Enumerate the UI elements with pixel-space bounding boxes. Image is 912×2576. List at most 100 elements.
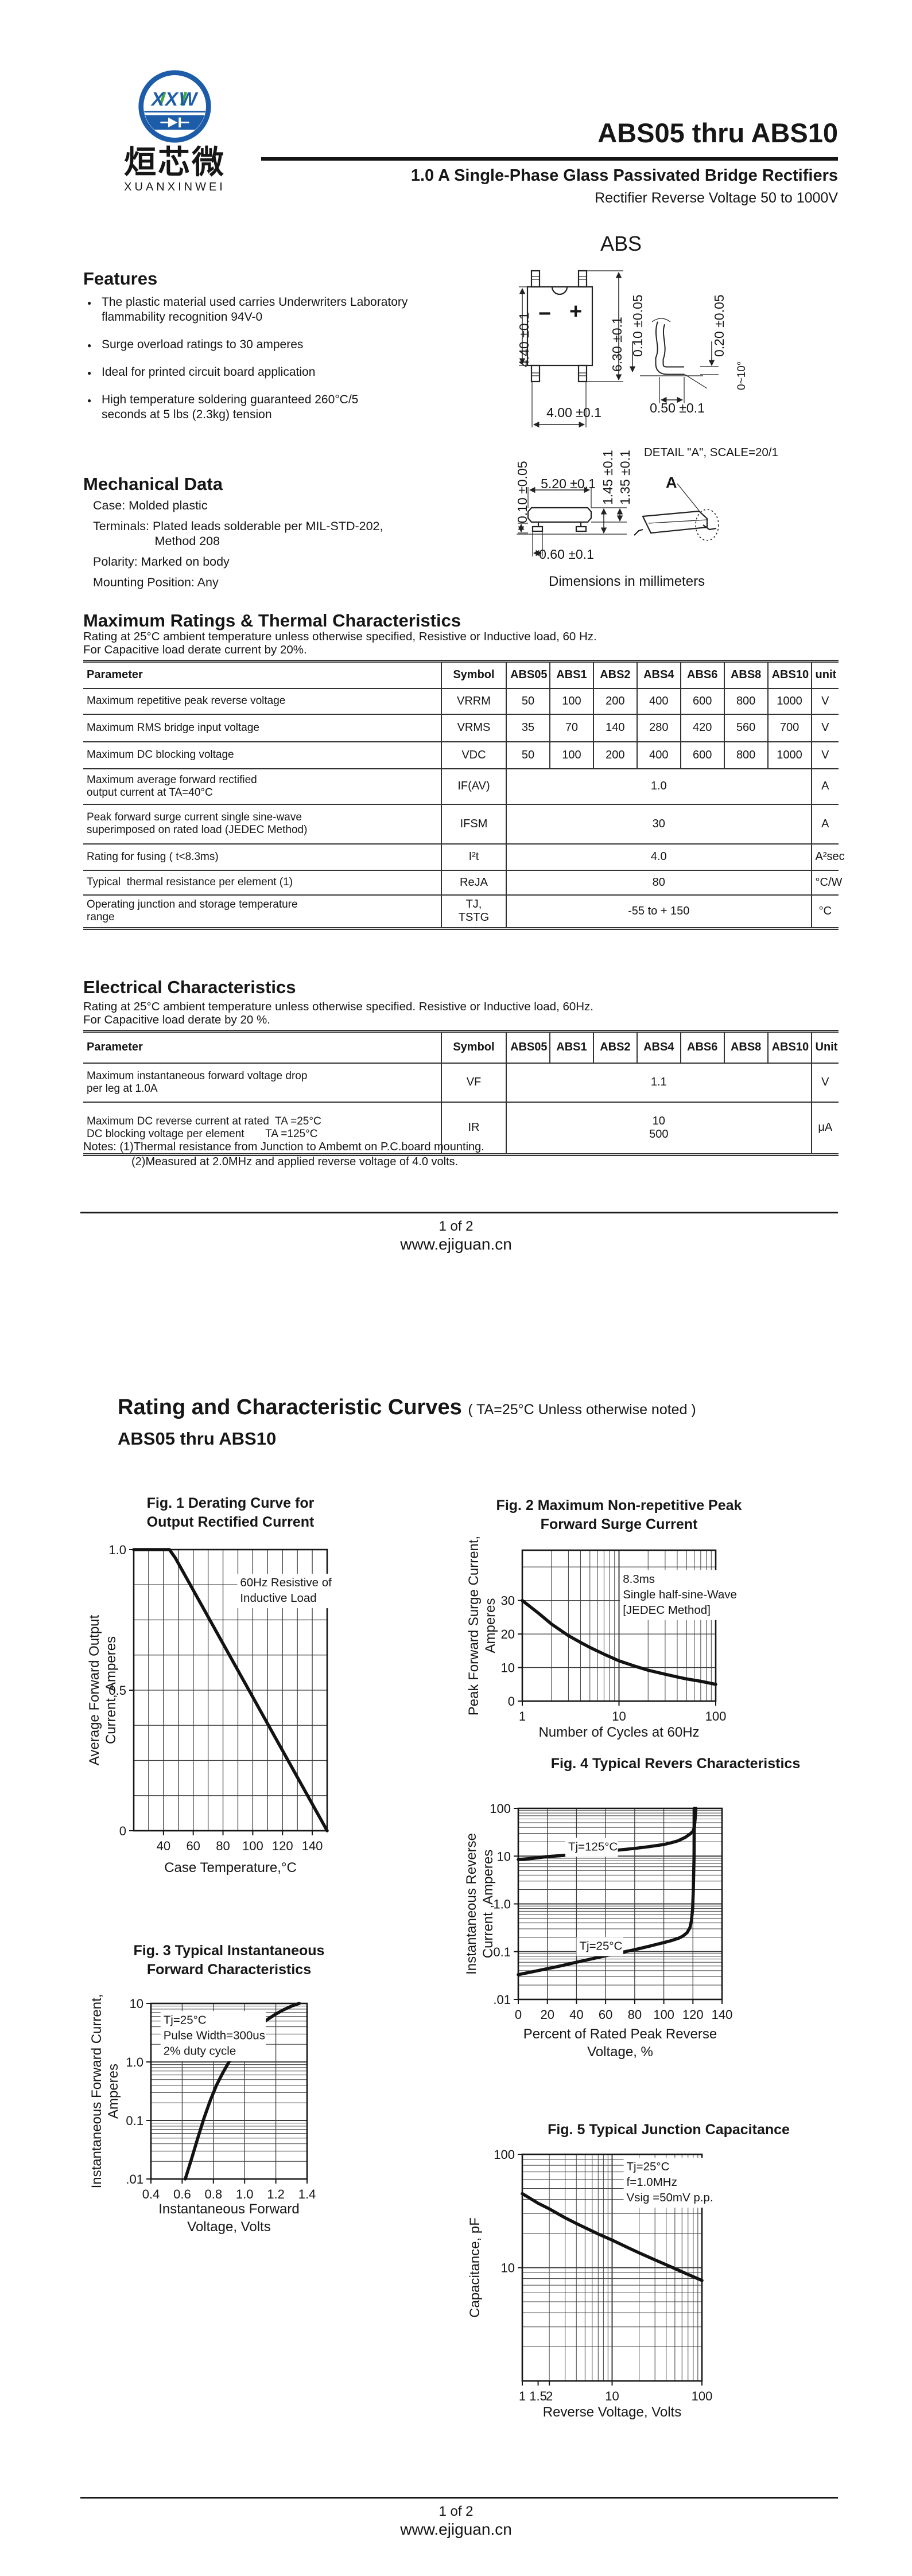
svg-text:0: 0 [119,1824,126,1838]
table-cell: °C [810,894,839,929]
ratings-table: Parameter Symbol ABS05 ABS1 ABS2 ABS4 ABS6 ABS8… [83,660,845,930]
footer-rule [80,2497,838,2499]
svg-text:Voltage, Volts: Voltage, Volts [187,2219,270,2235]
chart-canvas: 40 60 80 100 120 140 0 0.5 1.0 60Hz Resistive of I… [87,1495,343,1875]
footer-rule [80,1212,838,1213]
table-cell: Maximum DC reverse current at rated TA =… [83,1102,441,1155]
svg-text:120: 120 [682,2007,704,2022]
svg-text:1.2: 1.2 [267,2187,285,2201]
svg-text:.01: .01 [126,2172,143,2186]
table-cell: 1.0 [506,768,812,805]
table-cell: TJ, TSTG [440,894,507,929]
svg-text:Instantaneous Forward Current,: Instantaneous Forward Current, [89,1994,104,2189]
table-cell: IFSM [440,804,507,845]
ratings-note2: For Capacitive load derate current by 20… [83,643,307,656]
table-cell: 420 [680,714,724,742]
svg-text:Current, Amperes: Current, Amperes [103,1636,119,1744]
electrical-footnote-2: (2)Measured at 2.0MHz and applied revers… [131,1155,459,1168]
table-cell: 200 [592,741,637,769]
table-cell: I²t [440,843,507,871]
svg-text:Amperes: Amperes [483,1598,498,1653]
table-row: Rating for fusing ( t<8.3ms) I²t 4.0 A²sec [83,843,845,871]
svg-text:0.1: 0.1 [126,2114,143,2128]
figure-3-forward-characteristics: 0.4 0.6 0.8 1.0 1.2 1.4 .01 0.1 1.0 10 Tj=25°C Puls… [86,1939,430,2260]
svg-text:100: 100 [653,2007,674,2022]
table-header-cell: ABS2 [592,661,637,689]
curves-heading: Rating and Characteristic Curves ( TA=25… [118,1395,696,1420]
svg-text:Percent of Rated Peak Reverse: Percent of Rated Peak Reverse [523,2026,717,2042]
table-header-cell: ABS2 [592,1031,637,1064]
svg-text:100: 100 [692,2389,713,2403]
table-cell: VRMS [440,714,507,742]
svg-text:Amperes: Amperes [106,2064,121,2119]
svg-text:0.6: 0.6 [173,2187,191,2201]
svg-text:Output Rectified Current: Output Rectified Current [147,1514,315,1530]
logo-icon [138,70,211,143]
dim-side-lead-width: 0.60 ±0.1 [539,547,594,562]
table-cell: A²sec [810,843,845,871]
feature-item: High temperature soldering guaranteed 26… [86,392,442,422]
table-cell: 280 [636,714,681,742]
table-cell: Maximum instantaneous forward voltage dr… [83,1063,441,1103]
table-cell: 400 [636,688,681,715]
dim-side-height2: 1.35 ±0.1 [618,450,632,505]
dim-front-height: 4.40 ±0.1 [517,312,531,367]
table-cell: Maximum DC blocking voltage [83,741,441,769]
svg-text:2% duty cycle: 2% duty cycle [164,2044,236,2057]
mechanical-item: Case: Molded plastic [93,499,208,512]
features-list: The plastic material used carries Underw… [86,295,442,435]
detail-a-label: A [666,474,677,491]
figure-2-peak-surge-current: 1 10 100 0 10 20 30 8.3ms Single half-sine-Wave [… [462,1487,852,1757]
svg-text:Capacitance, pF: Capacitance, pF [467,2217,483,2318]
svg-text:60: 60 [599,2007,612,2022]
svg-text:Instantaneous Forward: Instantaneous Forward [158,2201,299,2217]
figure-1-derating-curve: 40 60 80 100 120 140 0 0.5 1.0 60Hz Resistive of I… [86,1489,430,1891]
svg-text:10: 10 [501,1661,515,1675]
svg-text:40: 40 [569,2007,583,2022]
dimensions-caption: Dimensions in millimeters [549,574,705,589]
ratings-note1: Rating at 25°C ambient temperature unles… [83,630,597,643]
svg-text:1.0: 1.0 [236,2187,254,2201]
svg-text:0.5: 0.5 [108,1683,126,1698]
mechanical-heading: Mechanical Data [83,474,223,494]
svg-text:1.0: 1.0 [126,2055,143,2069]
company-logo: XXW 烜芯微 XUANXINWEI [110,68,239,194]
dim-side-standoff: 0.10 ±0.05 [515,461,530,523]
svg-text:0.1: 0.1 [493,1945,511,1959]
table-cell: 400 [636,741,681,769]
svg-text:[JEDEC Method]: [JEDEC Method] [623,1604,711,1617]
table-header-cell: Parameter [83,661,441,689]
website-link[interactable]: www.ejiguan.cn [400,2520,512,2538]
svg-text:.01: .01 [493,1993,511,2007]
doc-title: ABS05 thru ABS10 [597,118,838,148]
svg-text:60Hz Resistive of: 60Hz Resistive of [240,1576,332,1589]
svg-text:10: 10 [501,2261,515,2275]
table-cell: 1.1 [506,1063,812,1103]
table-cell: μA [810,1102,839,1155]
dim-lead-angle: 0~10° [736,361,748,390]
package-side-and-perspective-drawing [517,483,719,557]
logo-latin-name: XUANXINWEI [124,181,226,193]
svg-text:Reverse Voltage, Volts: Reverse Voltage, Volts [543,2404,681,2420]
svg-text:Tj=25°C: Tj=25°C [627,2160,670,2173]
table-cell: V [810,1063,839,1103]
table-header-cell: ABS05 [506,661,550,689]
mechanical-item: Polarity: Marked on body [93,555,230,569]
curves-subheading: ABS05 thru ABS10 [118,1429,277,1449]
svg-text:Current ,Amperes: Current ,Amperes [480,1850,496,1958]
table-header-cell: ABS4 [636,1031,681,1064]
svg-text:Fig. 2 Maximum Non-repetitive: Fig. 2 Maximum Non-repetitive Peak [496,1497,742,1513]
table-cell: V [810,688,839,715]
svg-text:1: 1 [519,2389,526,2403]
website-link[interactable]: www.ejiguan.cn [400,1235,512,1253]
svg-text:140: 140 [712,2007,733,2022]
table-header-cell: Parameter [83,1031,441,1064]
table-cell: 560 [723,714,768,742]
dim-front-total-height: 6.30 ±0.1 [610,317,624,372]
logo-chinese-name: 烜芯微 [124,144,226,180]
svg-text:Fig. 4 Typical Revers Characte: Fig. 4 Typical Revers Characteristics [551,1757,800,1772]
svg-text:Forward Surge Current: Forward Surge Current [541,1516,698,1532]
chart-canvas: 1 1.52 10 100 10 100 Tj=25°C f=1.0MHz Vsig =50mV… [467,2123,790,2420]
table-cell: VDC [440,741,507,769]
table-cell: 1000 [767,741,812,769]
